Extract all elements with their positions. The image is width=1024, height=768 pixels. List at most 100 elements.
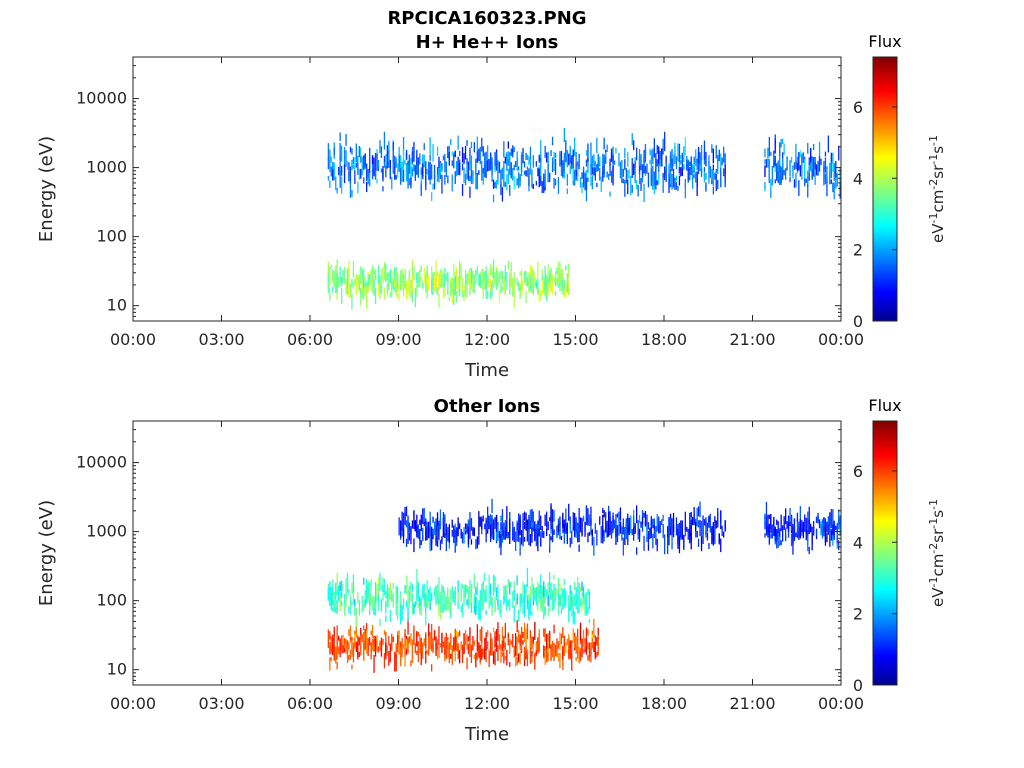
flux-bin [354,157,356,171]
flux-bin [329,657,331,671]
flux-bin [335,286,337,291]
flux-bin [606,530,608,538]
flux-bin [643,157,645,174]
flux-bin [420,646,422,666]
flux-bin [385,615,387,622]
flux-bin [584,646,586,653]
flux-bin [557,177,560,194]
flux-bin [549,592,551,612]
flux-bin [414,521,416,532]
flux-bin [482,581,484,592]
flux-bin [526,523,529,542]
flux-bin [630,515,632,534]
flux-bin [549,536,551,546]
flux-bin [360,168,362,179]
flux-bin [500,169,502,188]
flux-bin [501,638,504,644]
panel-2-title: Other Ions [434,396,541,417]
flux-bin [516,636,518,657]
flux-bin [535,181,537,186]
flux-bin [467,271,470,284]
flux-bin [659,521,661,533]
flux-bin [342,583,344,590]
flux-bin [358,638,360,646]
flux-bin [510,640,512,645]
flux-bin [531,527,533,534]
flux-bin [405,506,408,517]
flux-bin [830,160,832,179]
flux-bin [451,586,453,602]
flux-bin [461,646,464,663]
flux-bin [404,275,406,289]
flux-bin [807,142,809,154]
flux-bin [529,534,532,547]
flux-bin [338,585,340,601]
flux-bin [407,637,409,654]
flux-bin [532,269,534,286]
flux-bin [770,518,772,525]
flux-bin [411,168,414,177]
flux-bin [562,588,564,597]
flux-bin [677,529,679,549]
flux-bin [395,654,397,672]
flux-bin [386,272,388,281]
flux-bin [650,169,652,186]
flux-bin [479,611,481,621]
x-tick-label: 00:00 [818,694,864,713]
flux-bin [420,540,422,545]
flux-bin [681,526,683,540]
flux-bin [634,168,636,183]
flux-bin [416,149,418,165]
flux-bin [370,579,372,591]
flux-bin [535,528,537,547]
flux-bin [538,154,540,163]
flux-bin [532,644,534,654]
flux-bin [429,599,431,611]
flux-bin [664,534,666,555]
flux-bin [504,527,506,540]
flux-bin [410,279,412,292]
flux-bin [634,157,636,163]
flux-bin [451,174,453,192]
flux-bin [339,277,341,286]
flux-bin [674,146,676,165]
flux-bin [638,172,641,184]
flux-bin [495,514,498,532]
flux-bin [714,523,716,541]
flux-bin [432,638,434,651]
flux-bin [410,158,412,178]
flux-bin [577,524,579,530]
flux-bin [451,530,453,537]
flux-bin [826,166,828,180]
flux-bin [456,636,458,652]
flux-bin [768,136,770,157]
flux-bin [562,646,564,660]
flux-bin [339,581,341,592]
flux-bin [510,261,512,272]
flux-bin [528,519,530,528]
flux-bin [571,653,573,671]
flux-bin [459,159,461,165]
flux-bin [557,641,560,649]
flux-bin [523,597,526,618]
flux-bin [428,274,430,290]
flux-bin [544,606,546,616]
flux-bin [789,508,791,522]
flux-bin [363,269,365,289]
flux-bin [544,276,546,289]
flux-bin [417,525,419,537]
flux-bin [442,586,445,592]
flux-bin [485,585,487,595]
flux-bin [467,599,470,608]
flux-bin [338,635,340,641]
flux-bin [541,526,543,538]
flux-bin [376,159,378,171]
flux-bin [560,535,563,541]
flux-bin [383,155,386,163]
flux-bin [411,643,414,663]
flux-bin [497,599,499,605]
flux-bin [436,512,439,527]
flux-bin [634,523,636,534]
flux-bin [456,267,458,284]
